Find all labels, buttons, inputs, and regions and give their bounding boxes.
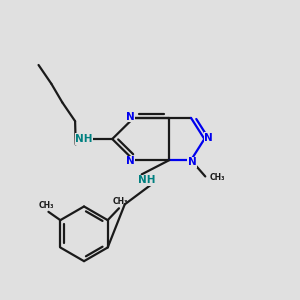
Text: NH: NH: [75, 134, 93, 144]
Text: NH: NH: [138, 175, 156, 185]
Text: CH₃: CH₃: [39, 201, 54, 210]
Text: N: N: [188, 158, 196, 167]
Text: CH₃: CH₃: [209, 173, 225, 182]
Text: N: N: [126, 112, 134, 122]
Text: N: N: [126, 156, 134, 166]
Text: CH₃: CH₃: [112, 197, 128, 206]
Text: N: N: [204, 133, 213, 143]
